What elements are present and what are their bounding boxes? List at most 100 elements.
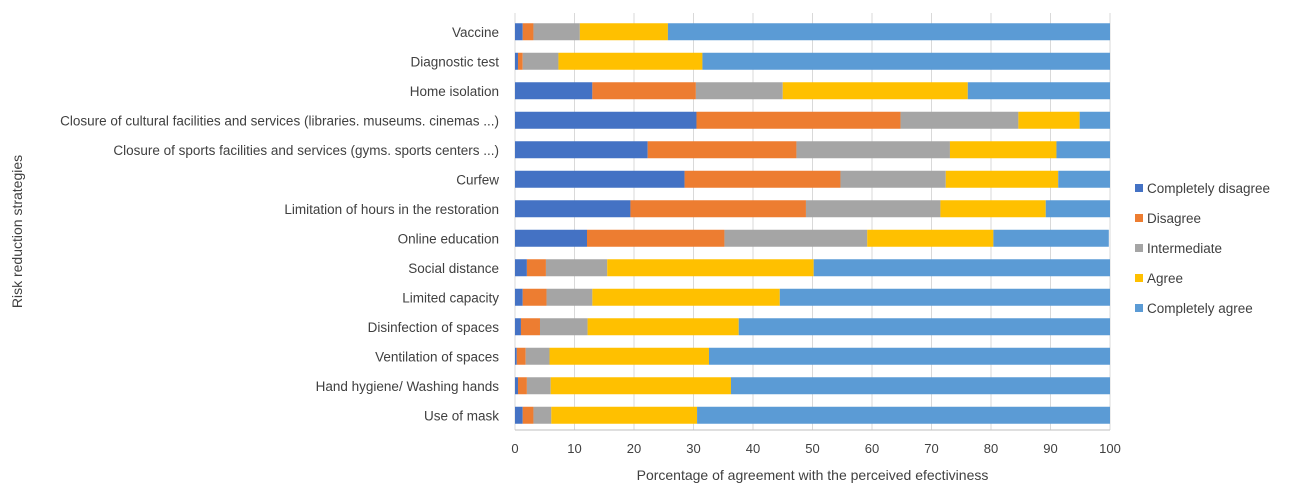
- legend: Completely disagree Disagree Intermediate A…: [1135, 181, 1270, 316]
- legend-label: Completely disagree: [1147, 181, 1270, 196]
- bar-segment: [515, 23, 523, 41]
- bar-segment: [1018, 111, 1080, 129]
- x-tick-label: 30: [686, 441, 700, 456]
- bar-segment: [993, 229, 1109, 247]
- bar-segment: [796, 141, 950, 159]
- category-label: Closure of sports facilities and service…: [113, 143, 499, 158]
- x-tick-label: 20: [627, 441, 641, 456]
- legend-label: Completely agree: [1147, 301, 1253, 316]
- bar-segment: [1056, 141, 1110, 159]
- bar-segment: [940, 200, 1046, 218]
- bar-segment: [515, 406, 523, 424]
- x-tick-label: 100: [1099, 441, 1121, 456]
- category-label: Use of mask: [424, 408, 499, 423]
- bar-segment: [515, 377, 518, 395]
- bar-segment: [515, 111, 697, 129]
- bars: [515, 23, 1110, 424]
- bar-segment: [558, 52, 703, 70]
- bar-segment: [592, 82, 696, 100]
- bar-segment: [533, 23, 580, 41]
- bar-segment: [515, 259, 527, 277]
- bar-segment: [587, 318, 739, 336]
- bar-segment: [592, 288, 780, 306]
- legend-label: Intermediate: [1147, 241, 1222, 256]
- bar-segment: [515, 318, 521, 336]
- bar-segment: [515, 52, 518, 70]
- bar-segment: [684, 170, 841, 188]
- category-label: Hand hygiene/ Washing hands: [316, 379, 500, 394]
- category-label: Limitation of hours in the restoration: [284, 202, 499, 217]
- bar-segment: [522, 406, 534, 424]
- bar-segment: [515, 200, 631, 218]
- bar-segment: [522, 23, 534, 41]
- category-label: Home isolation: [410, 84, 499, 99]
- x-tick-label: 0: [511, 441, 518, 456]
- bar-segment: [526, 259, 546, 277]
- bar-segment: [1079, 111, 1110, 129]
- bar-segment: [813, 259, 1110, 277]
- bar-segment: [724, 229, 868, 247]
- x-tick-labels: 0 10 20 30 40 50 60 70 80 90 100: [511, 441, 1120, 456]
- bar-segment: [1058, 170, 1110, 188]
- legend-swatch: [1135, 274, 1143, 282]
- bar-segment: [579, 23, 668, 41]
- bar-segment: [647, 141, 797, 159]
- bar-segment: [607, 259, 814, 277]
- x-tick-label: 70: [924, 441, 938, 456]
- x-tick-label: 80: [984, 441, 998, 456]
- bar-segment: [782, 82, 968, 100]
- bar-segment: [805, 200, 941, 218]
- bar-segment: [549, 347, 709, 365]
- legend-swatch: [1135, 214, 1143, 222]
- x-tick-label: 10: [567, 441, 581, 456]
- bar-segment: [702, 52, 1110, 70]
- bar-segment: [550, 377, 731, 395]
- bar-segment: [517, 52, 523, 70]
- category-labels: Vaccine Diagnostic test Home isolation Clos…: [60, 25, 499, 424]
- bar-segment: [696, 111, 901, 129]
- bar-segment: [1045, 200, 1110, 218]
- bar-segment: [630, 200, 806, 218]
- legend-swatch: [1135, 244, 1143, 252]
- bar-segment: [967, 82, 1110, 100]
- bar-segment: [695, 82, 783, 100]
- gridlines: [514, 13, 1111, 430]
- bar-segment: [551, 406, 698, 424]
- bar-segment: [545, 259, 608, 277]
- bar-segment: [525, 347, 550, 365]
- bar-segment: [697, 406, 1110, 424]
- legend-label: Disagree: [1147, 211, 1201, 226]
- legend-swatch: [1135, 304, 1143, 312]
- bar-segment: [949, 141, 1057, 159]
- bar-segment: [522, 288, 547, 306]
- bar-segment: [515, 170, 685, 188]
- bar-segment: [779, 288, 1110, 306]
- category-label: Limited capacity: [402, 290, 499, 305]
- bar-segment: [515, 347, 517, 365]
- bar-segment: [539, 318, 588, 336]
- category-label: Closure of cultural facilities and servi…: [60, 113, 499, 128]
- legend-label: Agree: [1147, 271, 1183, 286]
- bar-segment: [522, 52, 559, 70]
- bar-segment: [520, 318, 540, 336]
- bar-segment: [900, 111, 1019, 129]
- bar-segment: [515, 82, 593, 100]
- x-tick-label: 50: [805, 441, 819, 456]
- bar-segment: [708, 347, 1110, 365]
- category-label: Curfew: [456, 172, 499, 187]
- bar-segment: [667, 23, 1110, 41]
- x-tick-label: 40: [746, 441, 760, 456]
- category-label: Vaccine: [452, 25, 499, 40]
- category-label: Diagnostic test: [410, 54, 499, 69]
- bar-segment: [738, 318, 1110, 336]
- x-tick-label: 90: [1043, 441, 1057, 456]
- bar-segment: [517, 377, 527, 395]
- x-axis-title: Porcentage of agreement with the perceiv…: [637, 467, 989, 483]
- bar-segment: [526, 377, 551, 395]
- bar-segment: [515, 141, 648, 159]
- bar-segment: [515, 229, 587, 247]
- category-label: Disinfection of spaces: [368, 320, 500, 335]
- bar-segment: [730, 377, 1110, 395]
- bar-segment: [840, 170, 946, 188]
- category-label: Social distance: [408, 261, 499, 276]
